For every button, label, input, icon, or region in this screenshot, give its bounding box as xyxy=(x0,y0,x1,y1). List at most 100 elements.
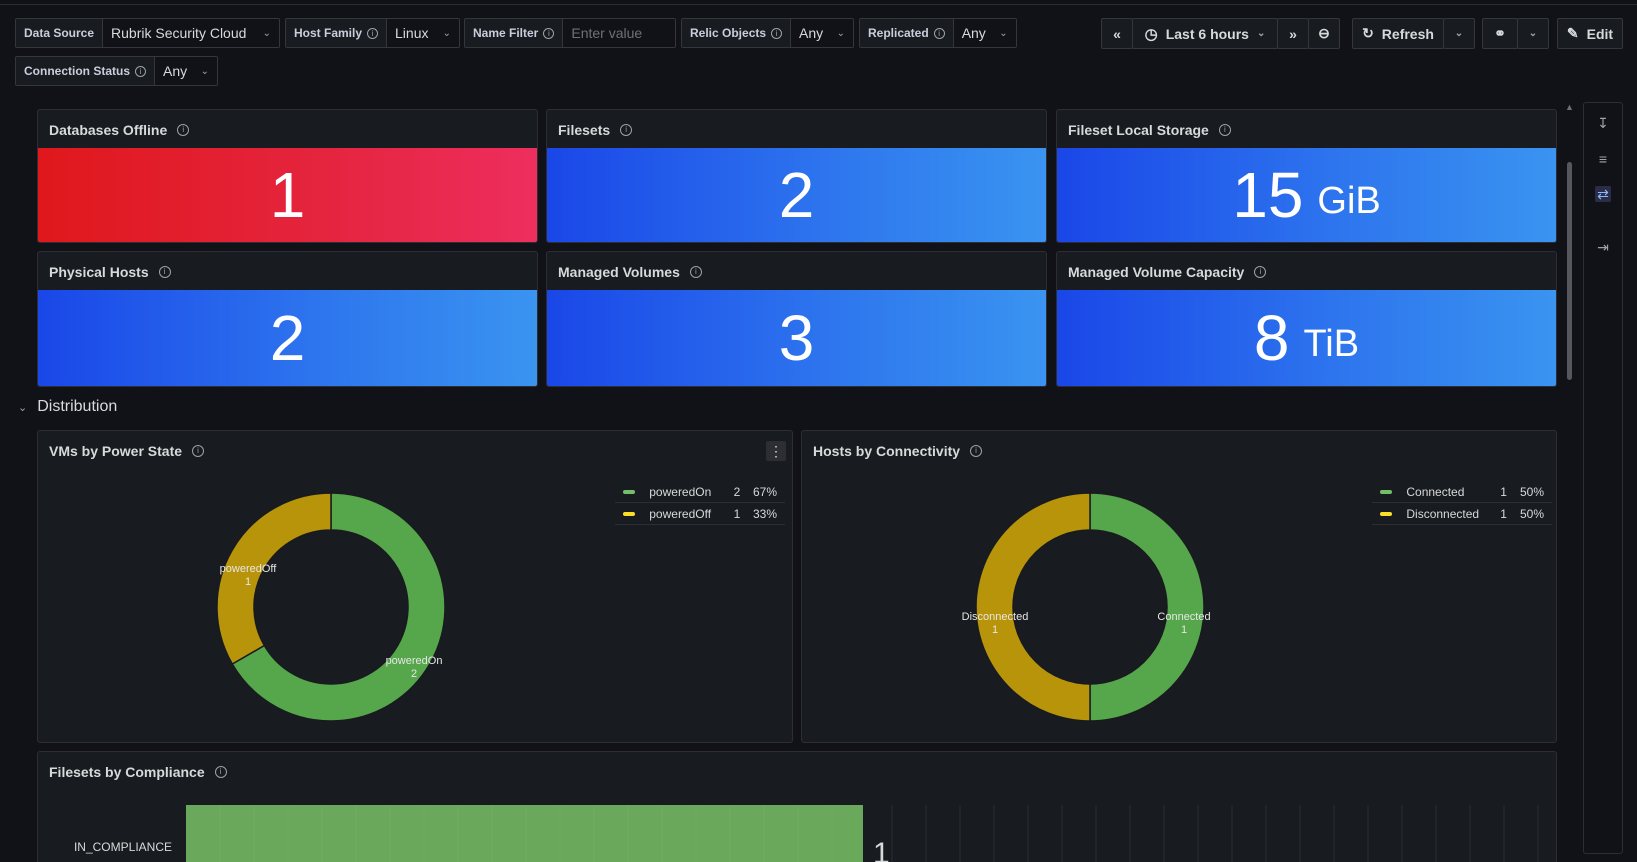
panel-title: Physical Hosts i xyxy=(49,264,171,280)
info-icon[interactable]: i xyxy=(177,124,190,136)
slice-value-label: 2 xyxy=(411,668,417,680)
refresh-button[interactable]: ↻ Refresh xyxy=(1352,18,1444,49)
pie-slice-poweredOff[interactable] xyxy=(216,492,332,666)
category-tick-label: IN_COMPLIANCE xyxy=(74,840,172,854)
stat-value: 15 GiB xyxy=(1057,148,1556,242)
time-range-picker[interactable]: ◷ Last 6 hours ⌄ xyxy=(1132,18,1278,49)
stat-value: 8 TiB xyxy=(1057,290,1556,386)
stat-panel-physical-hosts[interactable]: Physical Hosts i 2 xyxy=(37,251,538,387)
legend-swatch xyxy=(623,489,636,494)
share-button[interactable]: ⚭ xyxy=(1482,18,1518,49)
stat-panel-filesets[interactable]: Filesets i 2 xyxy=(546,109,1047,243)
legend-swatch xyxy=(623,511,636,516)
pie-panel-vms-by-power-state[interactable]: VMs by Power State i ⋮ poweredOn 2 poweredO… xyxy=(37,430,793,743)
variable-host-family[interactable]: Host Family i Linux ⌄ xyxy=(285,18,461,48)
edit-button[interactable]: ✎ Edit xyxy=(1557,18,1623,49)
outline-list-icon[interactable]: ≡ xyxy=(1598,151,1608,167)
info-icon[interactable]: i xyxy=(135,65,147,77)
slice-label: poweredOn xyxy=(386,655,443,667)
stat-panel-managed-volumes[interactable]: Managed Volumes i 3 xyxy=(546,251,1047,387)
variable-name-filter[interactable]: Name Filter i Enter value xyxy=(464,18,677,48)
chart-legend: poweredOn 2 67% poweredOff 1 33% xyxy=(615,481,785,525)
pie-slice-Disconnected[interactable] xyxy=(975,492,1091,722)
info-icon[interactable]: i xyxy=(620,124,633,136)
variable-label: Host Family i xyxy=(286,19,388,47)
time-forward-button[interactable]: » xyxy=(1277,18,1309,49)
collapse-pane-icon[interactable]: ⇥ xyxy=(1597,239,1609,255)
variable-label: Replicated i xyxy=(860,19,954,47)
info-icon[interactable]: i xyxy=(214,766,227,778)
data-source-select[interactable]: Rubrik Security Cloud ⌄ xyxy=(103,19,280,47)
info-icon[interactable]: i xyxy=(192,445,205,457)
info-icon[interactable]: i xyxy=(367,27,379,39)
stat-unit: TiB xyxy=(1303,322,1360,365)
info-icon[interactable]: i xyxy=(1218,124,1231,136)
bar-panel-filesets-by-compliance[interactable]: Filesets by Compliance i IN_COMPLIANCE 1 xyxy=(37,751,1557,862)
time-back-button[interactable]: « xyxy=(1101,18,1133,49)
info-icon[interactable]: i xyxy=(933,27,945,39)
panel-title: Managed Volumes i xyxy=(558,264,702,280)
refresh-icon: ↻ xyxy=(1362,25,1374,41)
zoom-out-button[interactable]: ⊖ xyxy=(1308,18,1340,49)
pie-slice-Connected[interactable] xyxy=(1089,492,1205,722)
variable-replicated[interactable]: Replicated i Any ⌄ xyxy=(859,18,1017,48)
variable-relic-objects[interactable]: Relic Objects i Any ⌄ xyxy=(681,18,855,48)
scroll-up-icon[interactable]: ▲ xyxy=(1565,102,1574,112)
share-icon: ⚭ xyxy=(1494,25,1506,41)
info-icon[interactable]: i xyxy=(158,266,171,278)
stat-value: 3 xyxy=(547,290,1046,386)
stat-value: 2 xyxy=(547,148,1046,242)
section-row-distribution[interactable]: ⌄ Distribution xyxy=(18,398,117,416)
info-icon[interactable]: i xyxy=(970,445,983,457)
host-family-select[interactable]: Linux ⌄ xyxy=(387,19,460,47)
pie-slice-poweredOn[interactable] xyxy=(231,492,446,722)
chart-legend: Connected 1 50% Disconnected 1 50% xyxy=(1372,481,1552,525)
replicated-select[interactable]: Any ⌄ xyxy=(953,19,1016,47)
variable-label: Relic Objects i xyxy=(682,19,792,47)
stat-panel-managed-volume-capacity[interactable]: Managed Volume Capacity i 8 TiB xyxy=(1056,251,1557,387)
slice-value-label: 1 xyxy=(1181,624,1187,636)
pencil-icon: ✎ xyxy=(1566,25,1579,41)
transform-icon[interactable]: ⇄ xyxy=(1595,186,1611,202)
panel-menu-icon[interactable]: ⋮ xyxy=(766,441,786,461)
panel-title: Managed Volume Capacity i xyxy=(1068,264,1267,280)
connection-status-select[interactable]: Any ⌄ xyxy=(155,57,218,85)
refresh-interval-button[interactable]: ⌄ xyxy=(1443,18,1475,49)
chevron-down-icon: ⌄ xyxy=(999,27,1008,39)
variable-label: Data Source xyxy=(16,19,104,47)
info-icon[interactable]: i xyxy=(1254,266,1267,278)
panel-title: Filesets by Compliance i xyxy=(49,764,227,780)
legend-item[interactable]: poweredOn 2 67% xyxy=(615,481,785,503)
panel-title: Filesets i xyxy=(558,122,633,138)
slice-value-label: 1 xyxy=(245,576,251,588)
chevron-down-icon: ⌄ xyxy=(18,401,28,414)
top-border xyxy=(0,0,1637,5)
relic-objects-select[interactable]: Any ⌄ xyxy=(791,19,854,47)
variable-connection-status[interactable]: Connection Status i Any ⌄ xyxy=(15,56,219,86)
legend-item[interactable]: Disconnected 1 50% xyxy=(1372,503,1552,525)
info-icon[interactable]: i xyxy=(543,27,555,39)
share-menu-button[interactable]: ⌄ xyxy=(1517,18,1549,49)
section-title: Distribution xyxy=(37,398,118,415)
download-icon[interactable]: ↧ xyxy=(1597,115,1609,131)
slice-label: Connected xyxy=(1157,611,1210,623)
variable-data-source[interactable]: Data Source Rubrik Security Cloud ⌄ xyxy=(15,18,281,48)
scrollbar-thumb[interactable] xyxy=(1567,162,1572,380)
chevron-down-icon: ⌄ xyxy=(200,65,210,77)
bar-IN_COMPLIANCE[interactable] xyxy=(186,805,863,862)
info-icon[interactable]: i xyxy=(771,27,783,39)
info-icon[interactable]: i xyxy=(689,266,702,278)
double-chevron-right-icon: » xyxy=(1289,25,1297,42)
slice-label: poweredOff xyxy=(220,563,278,575)
legend-item[interactable]: Connected 1 50% xyxy=(1372,481,1552,503)
legend-item[interactable]: poweredOff 1 33% xyxy=(615,503,785,525)
stat-panel-fileset-local-storage[interactable]: Fileset Local Storage i 15 GiB xyxy=(1056,109,1557,243)
name-filter-input[interactable]: Enter value xyxy=(563,19,676,47)
chevron-down-icon: ⌄ xyxy=(1528,28,1538,39)
right-side-toolbar: ↧ ≡ ⇄ ⇥ xyxy=(1583,102,1623,854)
stat-panel-databases-offline[interactable]: Databases Offline i 1 xyxy=(37,109,538,243)
pie-panel-hosts-by-connectivity[interactable]: Hosts by Connectivity i Connected 1 Disconn… xyxy=(801,430,1557,743)
chevron-down-icon: ⌄ xyxy=(836,27,846,39)
